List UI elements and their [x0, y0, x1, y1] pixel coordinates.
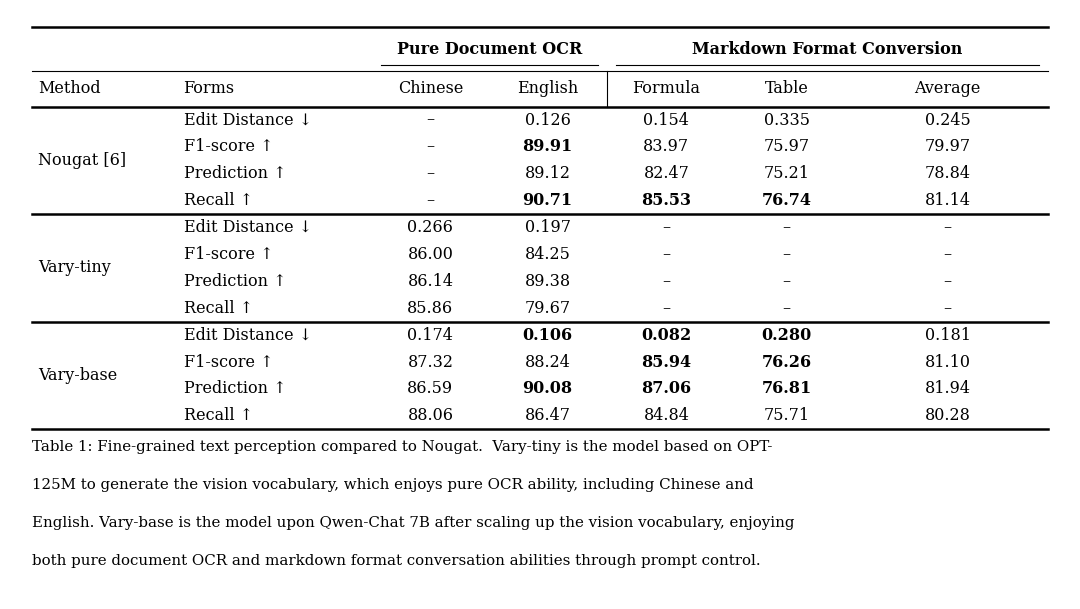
Text: 86.00: 86.00: [407, 246, 454, 263]
Text: –: –: [783, 246, 791, 263]
Text: –: –: [427, 192, 434, 209]
Text: 0.106: 0.106: [523, 326, 572, 343]
Text: F1-score ↑: F1-score ↑: [184, 138, 273, 155]
Text: Recall ↑: Recall ↑: [184, 192, 253, 209]
Text: –: –: [662, 300, 671, 317]
Text: 90.08: 90.08: [523, 381, 572, 398]
Text: Chinese: Chinese: [397, 80, 463, 97]
Text: Prediction ↑: Prediction ↑: [184, 165, 286, 182]
Text: –: –: [662, 219, 671, 236]
Text: 87.32: 87.32: [407, 354, 454, 371]
Text: Pure Document OCR: Pure Document OCR: [397, 41, 582, 58]
Text: Average: Average: [915, 80, 981, 97]
Text: –: –: [427, 111, 434, 128]
Text: 78.84: 78.84: [924, 165, 971, 182]
Text: 81.14: 81.14: [924, 192, 971, 209]
Text: 0.126: 0.126: [525, 111, 570, 128]
Text: Recall ↑: Recall ↑: [184, 300, 253, 317]
Text: 85.53: 85.53: [642, 192, 691, 209]
Text: 0.245: 0.245: [924, 111, 971, 128]
Text: –: –: [944, 246, 951, 263]
Text: Edit Distance ↓: Edit Distance ↓: [184, 219, 312, 236]
Text: –: –: [944, 219, 951, 236]
Text: Edit Distance ↓: Edit Distance ↓: [184, 326, 312, 343]
Text: 89.38: 89.38: [525, 273, 570, 290]
Text: 79.97: 79.97: [924, 138, 971, 155]
Text: F1-score ↑: F1-score ↑: [184, 354, 273, 371]
Text: 84.25: 84.25: [525, 246, 570, 263]
Text: English: English: [517, 80, 578, 97]
Text: 81.94: 81.94: [924, 381, 971, 398]
Text: 125M to generate the vision vocabulary, which enjoys pure OCR ability, including: 125M to generate the vision vocabulary, …: [32, 478, 754, 492]
Text: 0.280: 0.280: [761, 326, 812, 343]
Text: 80.28: 80.28: [924, 407, 971, 424]
Text: 86.47: 86.47: [525, 407, 570, 424]
Text: 84.84: 84.84: [644, 407, 689, 424]
Text: Markdown Format Conversion: Markdown Format Conversion: [692, 41, 962, 58]
Text: Nougat [6]: Nougat [6]: [38, 152, 126, 169]
Text: Prediction ↑: Prediction ↑: [184, 273, 286, 290]
Text: 83.97: 83.97: [644, 138, 689, 155]
Text: 76.81: 76.81: [761, 381, 812, 398]
Text: –: –: [783, 273, 791, 290]
Text: 88.06: 88.06: [407, 407, 454, 424]
Text: Forms: Forms: [184, 80, 234, 97]
Text: –: –: [662, 246, 671, 263]
Text: 87.06: 87.06: [642, 381, 691, 398]
Text: 85.86: 85.86: [407, 300, 454, 317]
Text: Edit Distance ↓: Edit Distance ↓: [184, 111, 312, 128]
Text: –: –: [662, 273, 671, 290]
Text: 75.71: 75.71: [764, 407, 810, 424]
Text: 85.94: 85.94: [642, 354, 691, 371]
Text: F1-score ↑: F1-score ↑: [184, 246, 273, 263]
Text: 86.59: 86.59: [407, 381, 454, 398]
Text: Recall ↑: Recall ↑: [184, 407, 253, 424]
Text: 76.74: 76.74: [761, 192, 812, 209]
Text: –: –: [783, 219, 791, 236]
Text: Table 1: Fine-grained text perception compared to Nougat.  Vary-tiny is the mode: Table 1: Fine-grained text perception co…: [32, 440, 773, 454]
Text: Vary-tiny: Vary-tiny: [38, 259, 110, 276]
Text: 79.67: 79.67: [525, 300, 570, 317]
Text: English. Vary-base is the model upon Qwen-Chat 7B after scaling up the vision vo: English. Vary-base is the model upon Qwe…: [32, 516, 795, 530]
Text: 0.335: 0.335: [764, 111, 810, 128]
Text: Vary-base: Vary-base: [38, 367, 117, 384]
Text: –: –: [427, 138, 434, 155]
Text: –: –: [427, 165, 434, 182]
Text: –: –: [944, 273, 951, 290]
Text: 0.181: 0.181: [924, 326, 971, 343]
Text: 89.91: 89.91: [523, 138, 572, 155]
Text: Prediction ↑: Prediction ↑: [184, 381, 286, 398]
Text: 0.154: 0.154: [644, 111, 689, 128]
Text: 86.14: 86.14: [407, 273, 454, 290]
Text: 76.26: 76.26: [761, 354, 812, 371]
Text: –: –: [783, 300, 791, 317]
Text: 90.71: 90.71: [523, 192, 572, 209]
Text: Table: Table: [765, 80, 809, 97]
Text: 75.97: 75.97: [764, 138, 810, 155]
Text: both pure document OCR and markdown format conversation abilities through prompt: both pure document OCR and markdown form…: [32, 554, 761, 568]
Text: 0.174: 0.174: [407, 326, 454, 343]
Text: 88.24: 88.24: [525, 354, 570, 371]
Text: 0.082: 0.082: [642, 326, 691, 343]
Text: –: –: [944, 300, 951, 317]
Text: 81.10: 81.10: [924, 354, 971, 371]
Text: 0.197: 0.197: [525, 219, 570, 236]
Text: 89.12: 89.12: [525, 165, 570, 182]
Text: 82.47: 82.47: [644, 165, 689, 182]
Text: 0.266: 0.266: [407, 219, 454, 236]
Text: Method: Method: [38, 80, 100, 97]
Text: 75.21: 75.21: [764, 165, 810, 182]
Text: Formula: Formula: [633, 80, 700, 97]
